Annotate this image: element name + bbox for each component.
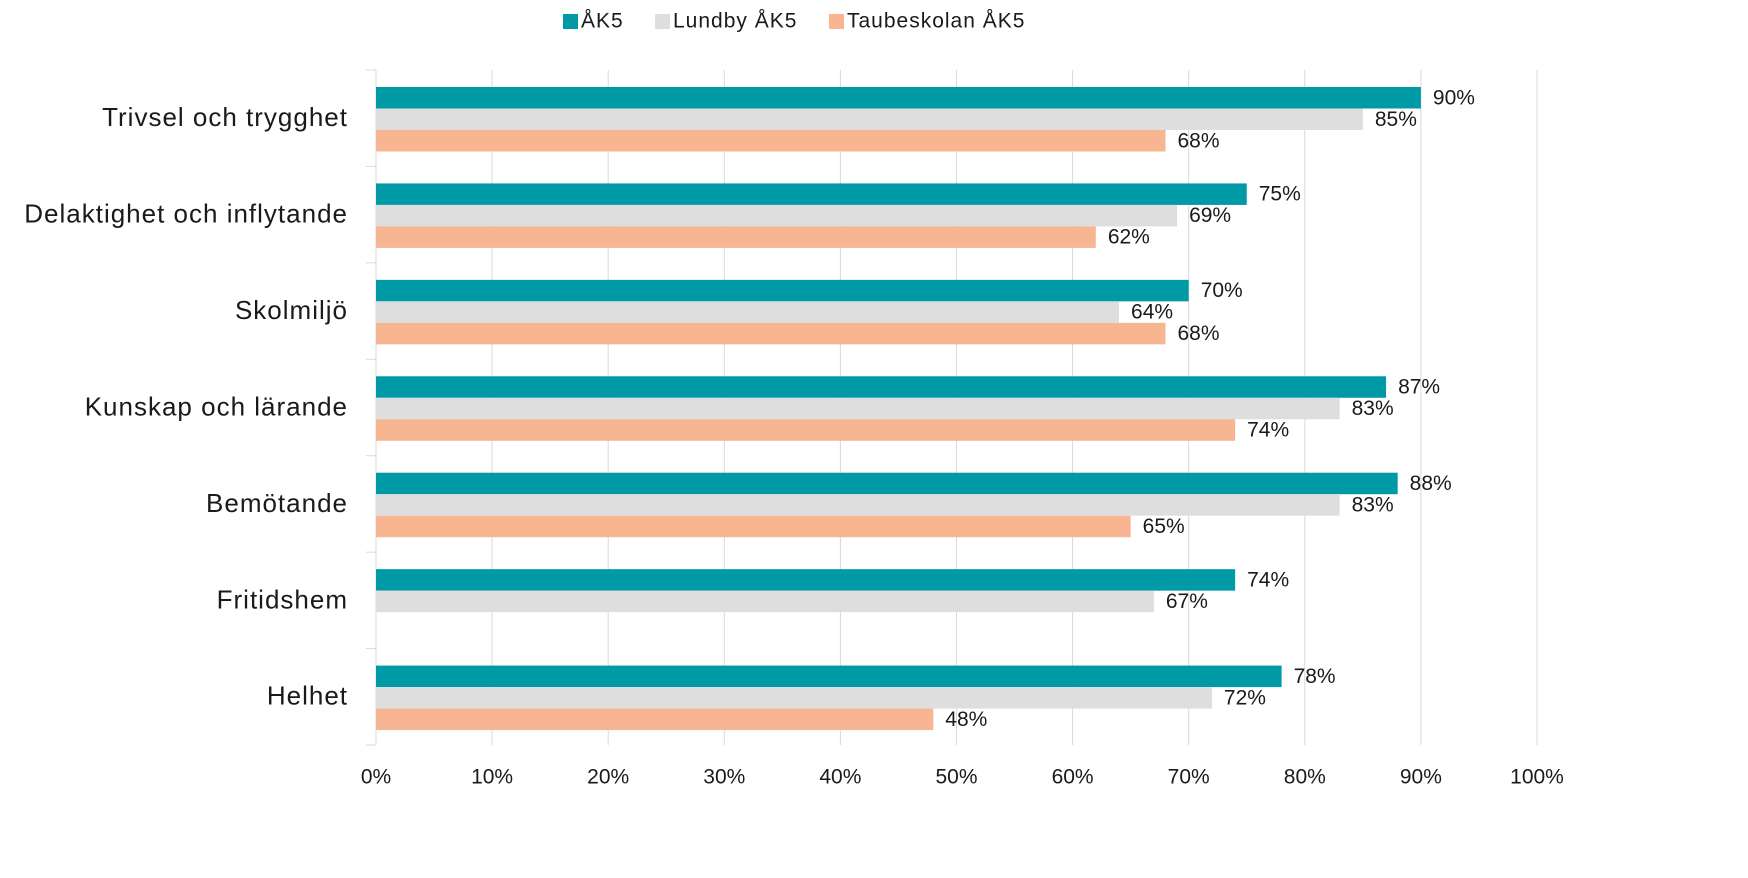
value-label: 65% [1143, 515, 1185, 538]
bar [376, 322, 1166, 345]
bar [376, 708, 934, 731]
value-label: 83% [1352, 397, 1394, 420]
value-label: 87% [1398, 376, 1440, 399]
bar [376, 376, 1387, 398]
value-label: 75% [1259, 183, 1301, 206]
legend-label: Taubeskolan ÅK5 [847, 10, 1025, 33]
x-tick-label: 100% [1510, 766, 1564, 789]
bar [376, 665, 1282, 688]
value-label: 62% [1108, 226, 1150, 249]
category-label: Trivsel och trygghet [102, 102, 348, 132]
value-label: 85% [1375, 108, 1417, 131]
bar [376, 183, 1247, 205]
bar [376, 397, 1340, 420]
bar [376, 494, 1340, 516]
x-tick-label: 60% [1052, 766, 1094, 789]
bar [376, 279, 1189, 302]
x-tick-label: 90% [1400, 766, 1442, 789]
legend-swatch [829, 14, 844, 29]
value-label: 78% [1294, 665, 1336, 688]
category-label: Bemötande [206, 488, 348, 518]
value-label: 68% [1177, 322, 1219, 345]
bar [376, 87, 1421, 109]
x-tick-label: 40% [819, 766, 861, 789]
bar [376, 590, 1154, 613]
bar [376, 226, 1096, 248]
bar [376, 301, 1120, 323]
x-tick-label: 70% [1168, 766, 1210, 789]
x-tick-label: 80% [1284, 766, 1326, 789]
bar [376, 687, 1212, 709]
bar [376, 515, 1131, 538]
value-label: 74% [1247, 419, 1289, 442]
value-label: 83% [1352, 494, 1394, 517]
bar [376, 472, 1398, 495]
bar [376, 130, 1166, 152]
category-label: Helhet [267, 681, 348, 711]
x-tick-label: 30% [703, 766, 745, 789]
value-label: 48% [945, 708, 987, 731]
value-label: 67% [1166, 590, 1208, 613]
bar [376, 569, 1236, 591]
category-label: Fritidshem [217, 584, 348, 614]
bar [376, 204, 1178, 227]
value-label: 69% [1189, 204, 1231, 227]
value-label: 74% [1247, 568, 1289, 591]
value-label: 68% [1177, 129, 1219, 152]
legend-label: ÅK5 [581, 10, 624, 33]
value-label: 64% [1131, 301, 1173, 324]
category-label: Kunskap och lärande [85, 391, 348, 421]
x-tick-label: 10% [471, 766, 513, 789]
category-label: Delaktighet och inflytande [24, 199, 348, 229]
x-tick-label: 50% [935, 766, 977, 789]
x-tick-label: 0% [361, 766, 391, 789]
category-label: Skolmiljö [235, 295, 348, 325]
bar [376, 419, 1236, 441]
legend-swatch [563, 14, 578, 29]
bar [376, 108, 1363, 130]
value-label: 88% [1410, 472, 1452, 495]
value-label: 90% [1433, 86, 1475, 109]
x-tick-label: 20% [587, 766, 629, 789]
legend-label: Lundby ÅK5 [673, 10, 797, 33]
value-label: 72% [1224, 686, 1266, 709]
legend-swatch [655, 14, 670, 29]
value-label: 70% [1201, 279, 1243, 302]
